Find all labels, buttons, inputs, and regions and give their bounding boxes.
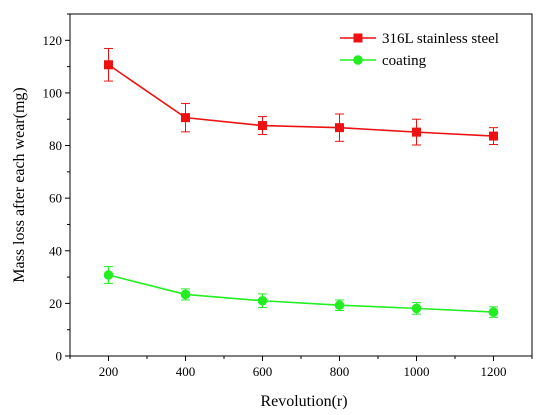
legend-marker bbox=[353, 55, 363, 65]
series-line bbox=[108, 64, 494, 137]
y-tick-label: 120 bbox=[43, 33, 63, 48]
series-1 bbox=[104, 47, 498, 146]
series-2 bbox=[103, 266, 499, 318]
series-layer bbox=[103, 47, 499, 318]
y-tick-label: 100 bbox=[43, 85, 63, 100]
y-tick-label: 0 bbox=[56, 349, 63, 364]
x-axis: 200 400 600 800 1000 1200 bbox=[69, 356, 533, 379]
x-axis-title: Revolution(r) bbox=[260, 393, 347, 410]
x-tick-label: 1200 bbox=[481, 364, 507, 379]
x-tick-label: 400 bbox=[176, 364, 196, 379]
legend-item: coating bbox=[340, 53, 427, 69]
y-axis: 0 20 40 60 80 100 120 bbox=[43, 13, 70, 364]
data-point bbox=[335, 123, 344, 133]
data-point bbox=[181, 113, 190, 123]
y-tick-label: 40 bbox=[49, 243, 62, 258]
data-point bbox=[489, 131, 498, 141]
data-point bbox=[412, 127, 421, 137]
y-axis-title: Mass loss after each wear(mg) bbox=[11, 87, 28, 282]
data-point bbox=[257, 295, 268, 306]
legend-marker bbox=[353, 33, 363, 43]
legend-item: 316L stainless steel bbox=[340, 31, 499, 47]
data-point bbox=[180, 289, 191, 300]
data-point bbox=[411, 303, 422, 314]
data-point bbox=[258, 121, 267, 131]
y-tick-label: 80 bbox=[49, 138, 62, 153]
data-point bbox=[103, 270, 114, 280]
series-line bbox=[108, 274, 494, 313]
x-tick-label: 200 bbox=[99, 364, 119, 379]
data-point bbox=[488, 307, 499, 317]
x-tick-label: 800 bbox=[330, 364, 350, 379]
data-point bbox=[104, 60, 113, 70]
legend-label: 316L stainless steel bbox=[382, 31, 499, 47]
legend-label: coating bbox=[382, 53, 427, 69]
x-tick-label: 600 bbox=[253, 364, 273, 379]
plot-border bbox=[69, 13, 533, 357]
data-point bbox=[334, 300, 345, 311]
legend: 316L stainless steel coating bbox=[340, 31, 499, 69]
x-tick-label: 1000 bbox=[404, 364, 430, 379]
plot-area bbox=[69, 13, 533, 357]
y-tick-label: 60 bbox=[49, 191, 62, 206]
y-tick-label: 20 bbox=[49, 296, 62, 311]
